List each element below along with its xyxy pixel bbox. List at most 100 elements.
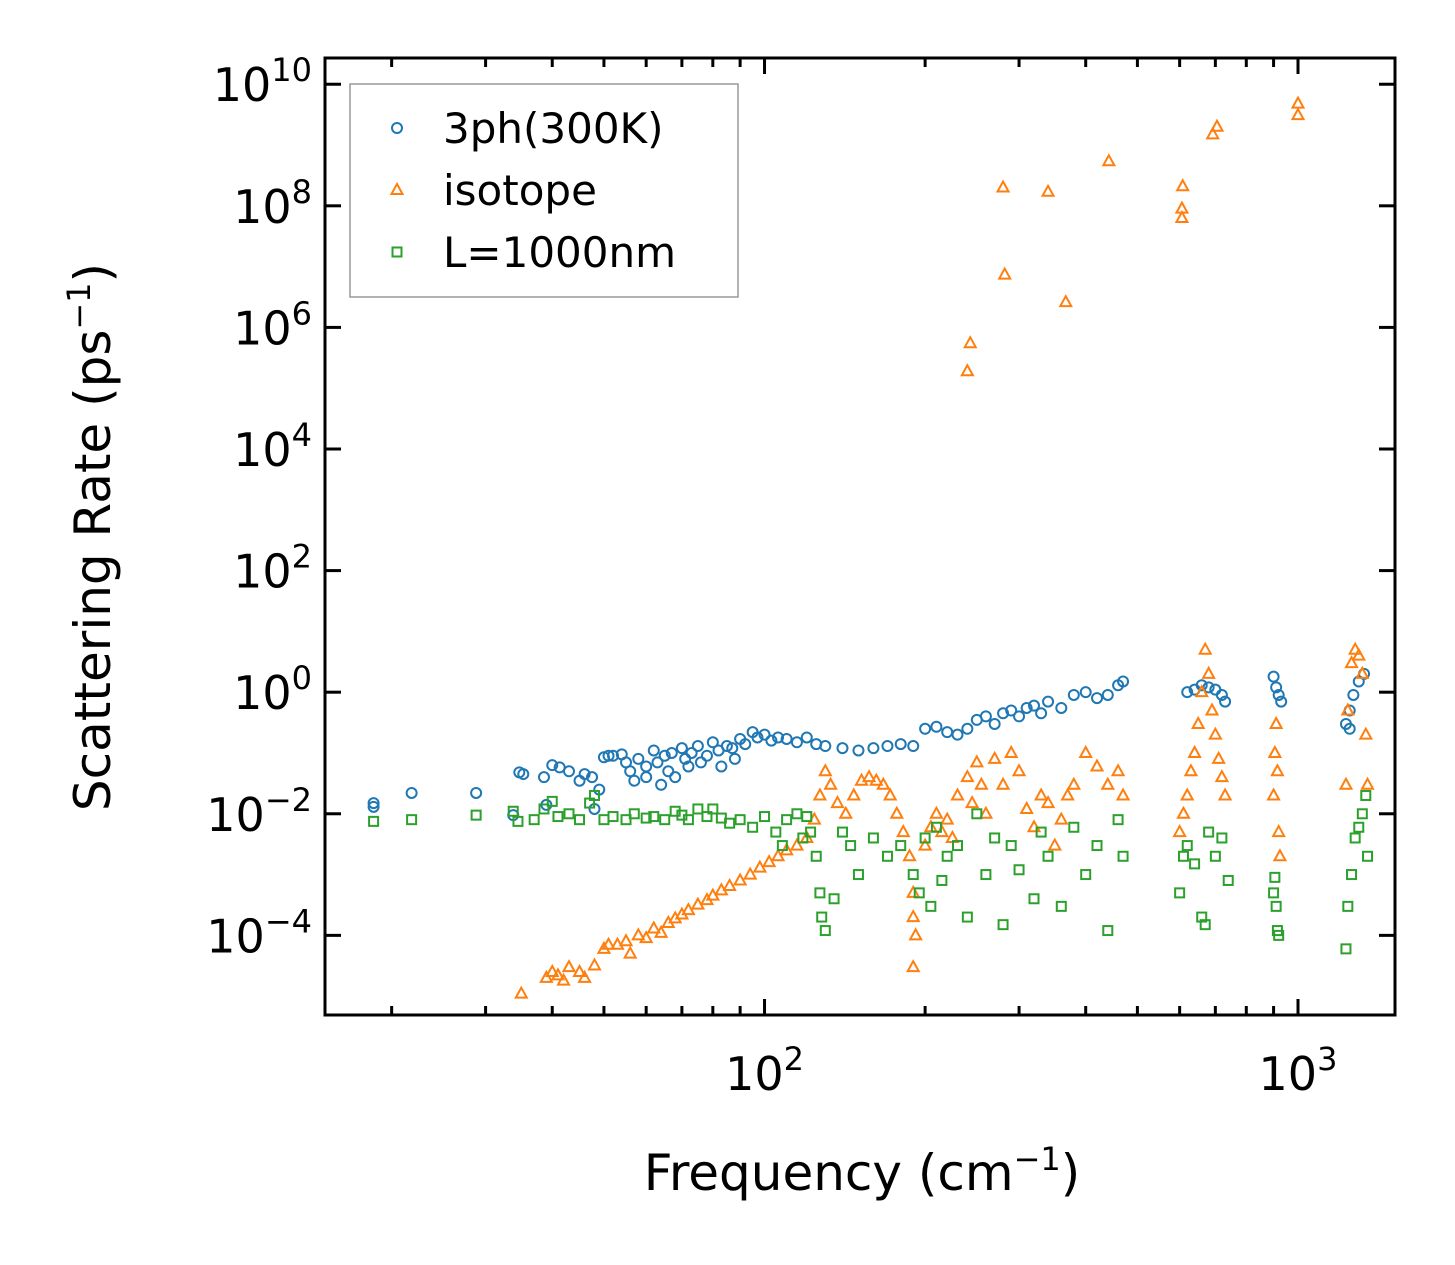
data-point (647, 744, 660, 757)
legend-label: L=1000nm (443, 228, 676, 277)
data-point (470, 786, 483, 799)
data-point (941, 850, 953, 862)
data-point (726, 742, 739, 755)
data-point (1004, 744, 1019, 758)
data-point (1172, 824, 1187, 838)
data-point (1208, 726, 1223, 740)
data-point (610, 936, 625, 950)
data-point (1181, 686, 1194, 699)
data-point (836, 742, 849, 755)
data-point (997, 707, 1010, 720)
data-point (963, 335, 978, 349)
data-point (1020, 701, 1033, 714)
data-point (1268, 715, 1284, 729)
data-point (1055, 900, 1067, 912)
data-point (517, 768, 530, 781)
data-point (1187, 744, 1202, 758)
data-point (852, 869, 864, 881)
data-point (881, 850, 893, 862)
data-point (765, 734, 778, 747)
data-point (791, 808, 803, 820)
data-point (715, 760, 728, 773)
data-point (1362, 850, 1374, 862)
data-point (367, 797, 380, 810)
data-point (902, 848, 917, 862)
data-point (367, 800, 380, 813)
y-tick-label: 10−2 (206, 781, 312, 842)
data-point (607, 811, 619, 823)
data-point (940, 811, 955, 825)
data-point (651, 756, 664, 769)
data-point (1194, 684, 1209, 698)
data-point (1181, 840, 1193, 852)
series-3ph-300k- (367, 667, 1371, 822)
legend-item: isotope (389, 166, 597, 215)
data-point (876, 776, 891, 790)
data-point (819, 740, 832, 753)
data-point (907, 740, 920, 753)
data-point (1175, 178, 1190, 192)
data-point (1360, 776, 1375, 790)
data-point (964, 794, 980, 809)
data-point (1066, 776, 1082, 790)
data-point (1342, 900, 1354, 912)
data-point (631, 927, 646, 941)
data-point (974, 776, 989, 790)
data-point (797, 832, 809, 844)
data-point (1005, 840, 1017, 852)
data-point (1209, 850, 1221, 862)
data-point (980, 869, 992, 881)
data-point (1102, 925, 1114, 937)
data-point (728, 752, 741, 765)
y-axis-label: Scattering Rate (ps−1) (60, 263, 122, 811)
data-point (1195, 679, 1208, 692)
data-point (1340, 702, 1356, 716)
data-point (638, 930, 654, 944)
data-point (906, 959, 921, 973)
data-point (561, 959, 577, 973)
data-point (951, 728, 964, 741)
data-point (586, 771, 599, 784)
data-point (1353, 821, 1365, 833)
data-point (1358, 726, 1373, 740)
data-point (572, 963, 587, 977)
data-point (987, 750, 1002, 764)
data-point (1205, 126, 1220, 140)
data-point (1033, 787, 1049, 801)
data-point (995, 776, 1011, 790)
series-l-1000nm (368, 789, 1374, 955)
triangle-marker-icon (389, 181, 405, 195)
data-point (628, 808, 640, 820)
data-point (1040, 794, 1056, 809)
legend-box (349, 83, 739, 298)
data-point (563, 808, 575, 820)
series-isotope (514, 95, 1375, 999)
data-point (814, 887, 826, 899)
data-point (739, 738, 752, 751)
data-point (913, 887, 925, 899)
data-point (1042, 850, 1054, 862)
data-point (538, 803, 550, 815)
data-point (1272, 688, 1285, 701)
data-point (1272, 848, 1288, 862)
data-point (838, 805, 853, 819)
data-point (607, 749, 620, 762)
data-point (1079, 686, 1092, 699)
data-point (574, 814, 586, 826)
data-point (620, 814, 632, 826)
data-point (1011, 763, 1027, 777)
data-point (989, 832, 1001, 844)
y-tick-label: 10−4 (206, 902, 312, 963)
data-point (978, 805, 994, 819)
data-point (701, 811, 713, 823)
data-point (770, 826, 782, 838)
data-point (1273, 929, 1285, 941)
data-marks (367, 95, 1375, 999)
data-point (1214, 769, 1230, 783)
data-point (724, 817, 736, 829)
data-point (640, 760, 653, 773)
data-point (1058, 294, 1073, 308)
data-point (919, 832, 931, 844)
data-point (653, 924, 669, 938)
data-point (588, 789, 600, 801)
